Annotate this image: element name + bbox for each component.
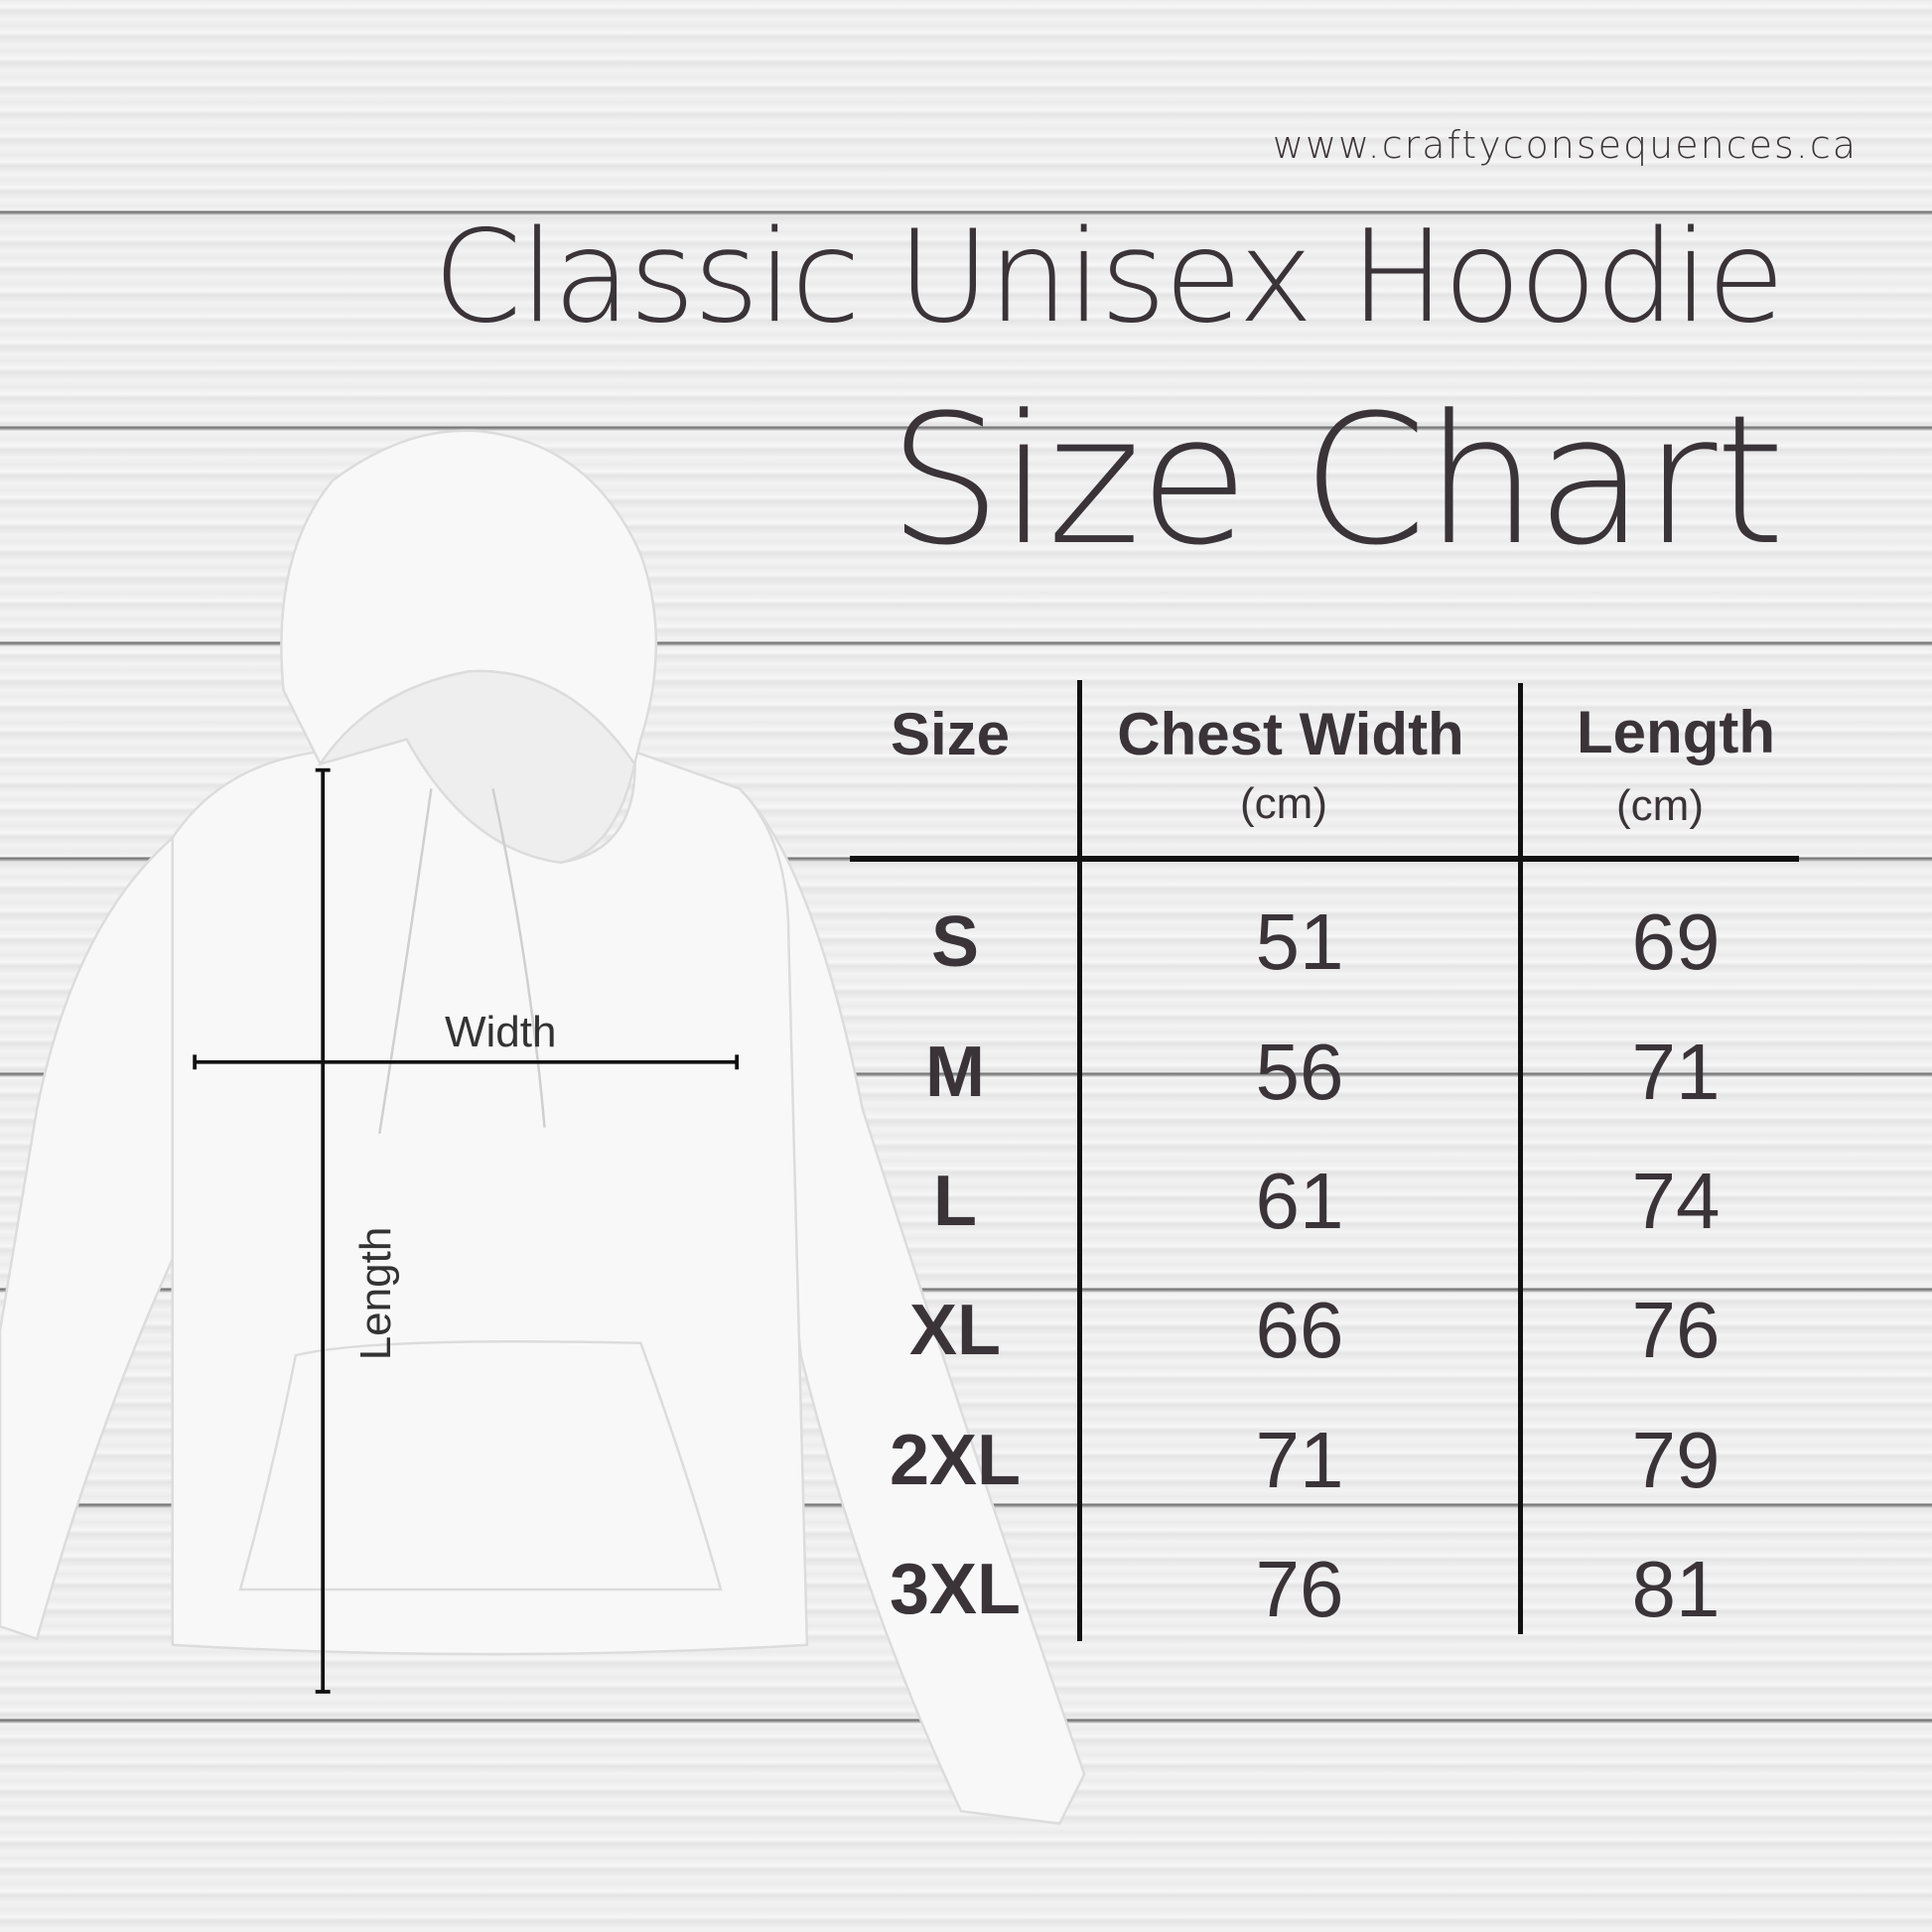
cell-chest: 61 — [1255, 1157, 1344, 1245]
cell-chest: 56 — [1255, 1028, 1344, 1116]
hoodie-right-sleeve — [738, 784, 1086, 1826]
column-header-chest: Chest Width — [1117, 701, 1464, 767]
cell-length: 81 — [1631, 1545, 1721, 1633]
cell-chest: 76 — [1255, 1545, 1344, 1633]
cell-length: 79 — [1631, 1416, 1721, 1504]
length-label: Length — [351, 1226, 400, 1361]
cell-length: 71 — [1631, 1028, 1721, 1116]
cell-length: 76 — [1631, 1286, 1721, 1374]
column-header-size: Size — [890, 701, 1011, 767]
cell-size: M — [925, 1033, 985, 1112]
cell-chest: 66 — [1255, 1286, 1344, 1374]
width-label: Width — [445, 1008, 557, 1056]
page-subtitle: Size Chart — [888, 377, 1785, 585]
column-unit-chest: (cm) — [1240, 779, 1327, 828]
cell-length: 69 — [1631, 897, 1721, 986]
cell-size: S — [930, 902, 980, 982]
cell-size: 3XL — [889, 1550, 1022, 1629]
cell-chest: 51 — [1255, 897, 1344, 986]
cell-size: 2XL — [889, 1421, 1022, 1500]
column-header-length: Length — [1577, 699, 1775, 765]
hoodie-pocket — [238, 1339, 723, 1591]
cell-size: XL — [908, 1291, 1002, 1370]
column-divider — [1077, 680, 1082, 1641]
website-url: www.craftyconsequences.ca — [1272, 123, 1858, 167]
hoodie-left-sleeve — [0, 835, 187, 1641]
hoodie-drawstring — [378, 788, 546, 1134]
column-divider — [1518, 683, 1523, 1634]
hoodie-hood-inner — [317, 669, 636, 865]
page-title: Classic Unisex Hoodie — [433, 204, 1785, 351]
column-unit-length: (cm) — [1616, 781, 1704, 830]
cell-length: 74 — [1631, 1157, 1721, 1245]
cell-chest: 71 — [1255, 1416, 1344, 1504]
header-divider — [850, 856, 1799, 862]
cell-size: L — [933, 1162, 977, 1241]
